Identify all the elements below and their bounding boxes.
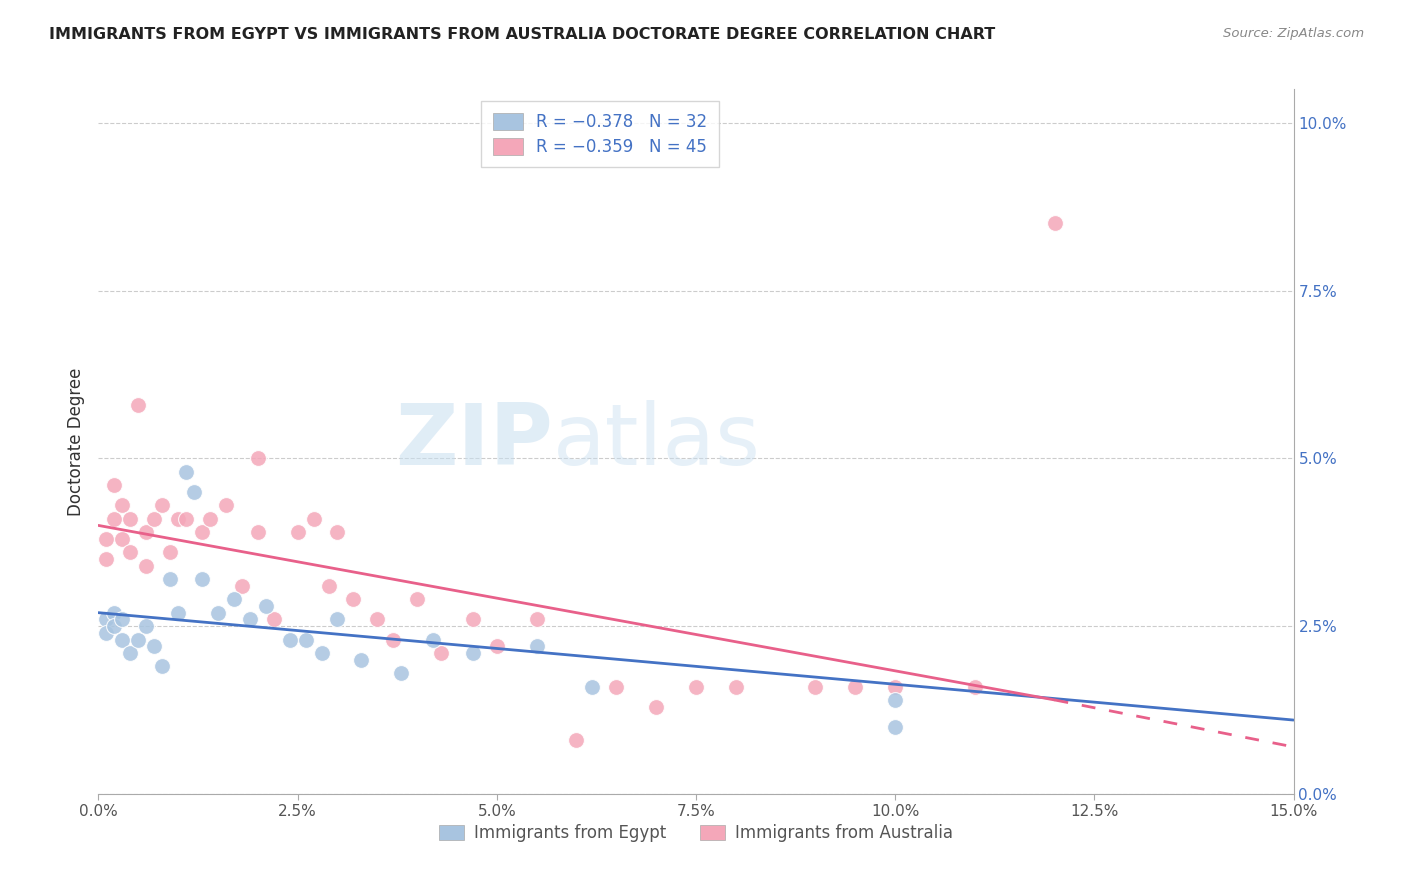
Point xyxy=(581,680,603,694)
Point xyxy=(111,612,134,626)
Y-axis label: Doctorate Degree: Doctorate Degree xyxy=(66,368,84,516)
Point xyxy=(167,606,190,620)
Point xyxy=(254,599,277,613)
Point xyxy=(96,532,118,546)
Point xyxy=(366,612,388,626)
Point xyxy=(222,592,245,607)
Point xyxy=(174,465,197,479)
Point xyxy=(963,680,986,694)
Point xyxy=(159,572,181,586)
Point xyxy=(406,592,429,607)
Legend: Immigrants from Egypt, Immigrants from Australia: Immigrants from Egypt, Immigrants from A… xyxy=(433,818,959,849)
Point xyxy=(174,512,197,526)
Point xyxy=(884,680,907,694)
Point xyxy=(135,619,157,633)
Point xyxy=(127,398,149,412)
Point xyxy=(311,646,333,660)
Point xyxy=(183,484,205,499)
Point xyxy=(430,646,453,660)
Point xyxy=(191,572,214,586)
Point xyxy=(605,680,627,694)
Point xyxy=(278,632,301,647)
Point xyxy=(239,612,262,626)
Text: ZIP: ZIP xyxy=(395,400,553,483)
Point xyxy=(246,451,269,466)
Point xyxy=(167,512,190,526)
Point xyxy=(159,545,181,559)
Point xyxy=(302,512,325,526)
Point xyxy=(645,699,668,714)
Point xyxy=(96,612,118,626)
Point xyxy=(844,680,866,694)
Point xyxy=(526,612,548,626)
Point xyxy=(382,632,405,647)
Point xyxy=(120,512,142,526)
Point xyxy=(143,639,166,653)
Point xyxy=(120,545,142,559)
Point xyxy=(804,680,827,694)
Point xyxy=(96,625,118,640)
Text: Source: ZipAtlas.com: Source: ZipAtlas.com xyxy=(1223,27,1364,40)
Point xyxy=(350,653,373,667)
Point xyxy=(198,512,221,526)
Point xyxy=(143,512,166,526)
Point xyxy=(724,680,747,694)
Point xyxy=(263,612,285,626)
Point xyxy=(526,639,548,653)
Point xyxy=(103,478,125,492)
Point xyxy=(318,579,340,593)
Point xyxy=(231,579,253,593)
Point xyxy=(287,525,309,540)
Point xyxy=(389,666,412,681)
Point xyxy=(150,498,173,512)
Point xyxy=(685,680,707,694)
Point xyxy=(135,525,157,540)
Point xyxy=(326,525,349,540)
Point xyxy=(191,525,214,540)
Point xyxy=(461,612,484,626)
Point xyxy=(884,693,907,707)
Point xyxy=(461,646,484,660)
Point xyxy=(485,639,508,653)
Point xyxy=(150,659,173,673)
Point xyxy=(135,558,157,573)
Point xyxy=(103,606,125,620)
Point xyxy=(96,552,118,566)
Point xyxy=(1043,216,1066,230)
Point xyxy=(111,532,134,546)
Point xyxy=(422,632,444,647)
Point xyxy=(207,606,229,620)
Point xyxy=(215,498,238,512)
Point xyxy=(246,525,269,540)
Point xyxy=(103,512,125,526)
Point xyxy=(884,720,907,734)
Point xyxy=(103,619,125,633)
Point xyxy=(111,632,134,647)
Point xyxy=(127,632,149,647)
Point xyxy=(294,632,316,647)
Point xyxy=(111,498,134,512)
Point xyxy=(342,592,364,607)
Point xyxy=(120,646,142,660)
Point xyxy=(326,612,349,626)
Text: atlas: atlas xyxy=(553,400,761,483)
Point xyxy=(565,733,588,747)
Text: IMMIGRANTS FROM EGYPT VS IMMIGRANTS FROM AUSTRALIA DOCTORATE DEGREE CORRELATION : IMMIGRANTS FROM EGYPT VS IMMIGRANTS FROM… xyxy=(49,27,995,42)
